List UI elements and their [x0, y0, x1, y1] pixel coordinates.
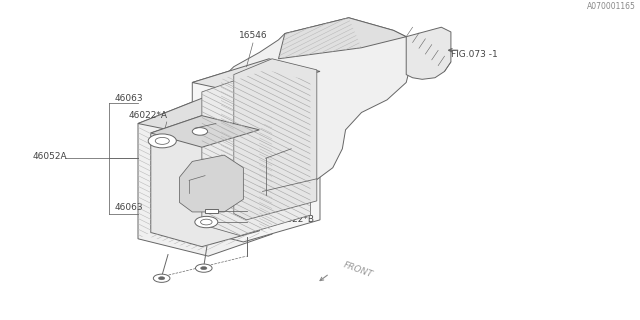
- Polygon shape: [234, 59, 317, 220]
- Circle shape: [148, 134, 176, 148]
- Polygon shape: [192, 59, 320, 242]
- Text: 46022*A: 46022*A: [129, 111, 168, 120]
- Polygon shape: [406, 27, 451, 79]
- Text: 16546: 16546: [239, 31, 268, 40]
- Circle shape: [200, 267, 207, 270]
- Polygon shape: [278, 18, 406, 59]
- Text: 46083: 46083: [275, 203, 304, 212]
- Polygon shape: [179, 155, 243, 212]
- Circle shape: [195, 216, 218, 228]
- Text: A070001165: A070001165: [588, 3, 636, 12]
- Text: 46063: 46063: [115, 94, 143, 103]
- Circle shape: [159, 277, 165, 280]
- Circle shape: [192, 128, 207, 135]
- Polygon shape: [202, 70, 310, 236]
- Polygon shape: [151, 116, 259, 247]
- Polygon shape: [221, 18, 413, 206]
- Text: FIG.073 -1: FIG.073 -1: [451, 50, 498, 59]
- Text: 46052A: 46052A: [33, 152, 67, 161]
- FancyBboxPatch shape: [205, 209, 218, 213]
- Circle shape: [156, 137, 170, 144]
- Text: FRONT: FRONT: [342, 261, 374, 280]
- Circle shape: [195, 264, 212, 272]
- Polygon shape: [151, 116, 259, 147]
- Polygon shape: [138, 98, 272, 138]
- Text: 46052: 46052: [266, 203, 294, 212]
- Circle shape: [200, 219, 212, 225]
- Polygon shape: [192, 59, 320, 93]
- Circle shape: [154, 274, 170, 282]
- Polygon shape: [138, 98, 272, 256]
- Text: 46022*B: 46022*B: [275, 215, 314, 224]
- Text: 46063: 46063: [115, 203, 143, 212]
